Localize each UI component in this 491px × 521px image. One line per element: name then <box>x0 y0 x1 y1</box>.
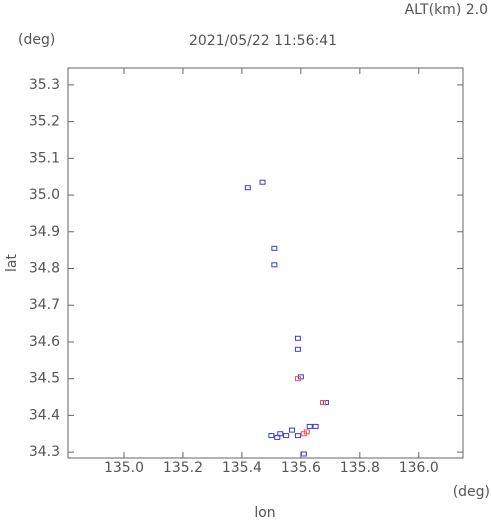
echo-point <box>289 427 296 433</box>
x-tick-label: 136.0 <box>399 460 439 476</box>
y-tick-label: 34.4 <box>29 407 60 423</box>
corner-label: ALT(km) 2.0 <box>405 2 488 18</box>
echo-point <box>312 423 319 429</box>
x-tick-label: 135.8 <box>340 460 380 476</box>
y-tick-label: 34.3 <box>29 444 60 460</box>
echo-point <box>294 346 301 352</box>
y-tick-label: 34.6 <box>29 334 60 350</box>
y-tick-label: 34.8 <box>29 261 60 277</box>
y-tick-label: 35.0 <box>29 187 60 203</box>
y-tick-label: 35.1 <box>29 150 60 166</box>
y-tick-label: 35.2 <box>29 114 60 130</box>
y-label: lat <box>4 254 20 272</box>
y-tick-label: 34.5 <box>29 371 60 387</box>
echo-point <box>268 433 275 439</box>
chart-title: 2021/05/22 11:56:41 <box>189 33 337 49</box>
x-unit: (deg) <box>453 484 490 500</box>
echo-point <box>319 400 326 406</box>
echo-point <box>259 179 266 185</box>
x-tick-label: 135.6 <box>281 460 321 476</box>
echo-point <box>294 335 301 341</box>
echo-point <box>271 245 278 251</box>
x-tick-label: 135.2 <box>163 460 203 476</box>
echo-point <box>277 431 284 437</box>
echo-point <box>283 433 290 439</box>
y-tick-label: 34.9 <box>29 224 60 240</box>
x-tick-label: 135.0 <box>104 460 144 476</box>
echo-point <box>271 262 278 268</box>
echo-point <box>306 423 313 429</box>
echo-point <box>294 433 301 439</box>
echo-point <box>300 451 307 457</box>
x-tick-label: 135.4 <box>222 460 262 476</box>
y-tick-label: 34.7 <box>29 297 60 313</box>
echo-point <box>244 185 251 191</box>
y-tick-label: 35.3 <box>29 77 60 93</box>
y-unit: (deg) <box>18 32 55 48</box>
x-label: lon <box>254 505 275 521</box>
echo-point <box>294 376 301 382</box>
echo-point <box>303 429 310 435</box>
plot-frame <box>67 67 464 459</box>
